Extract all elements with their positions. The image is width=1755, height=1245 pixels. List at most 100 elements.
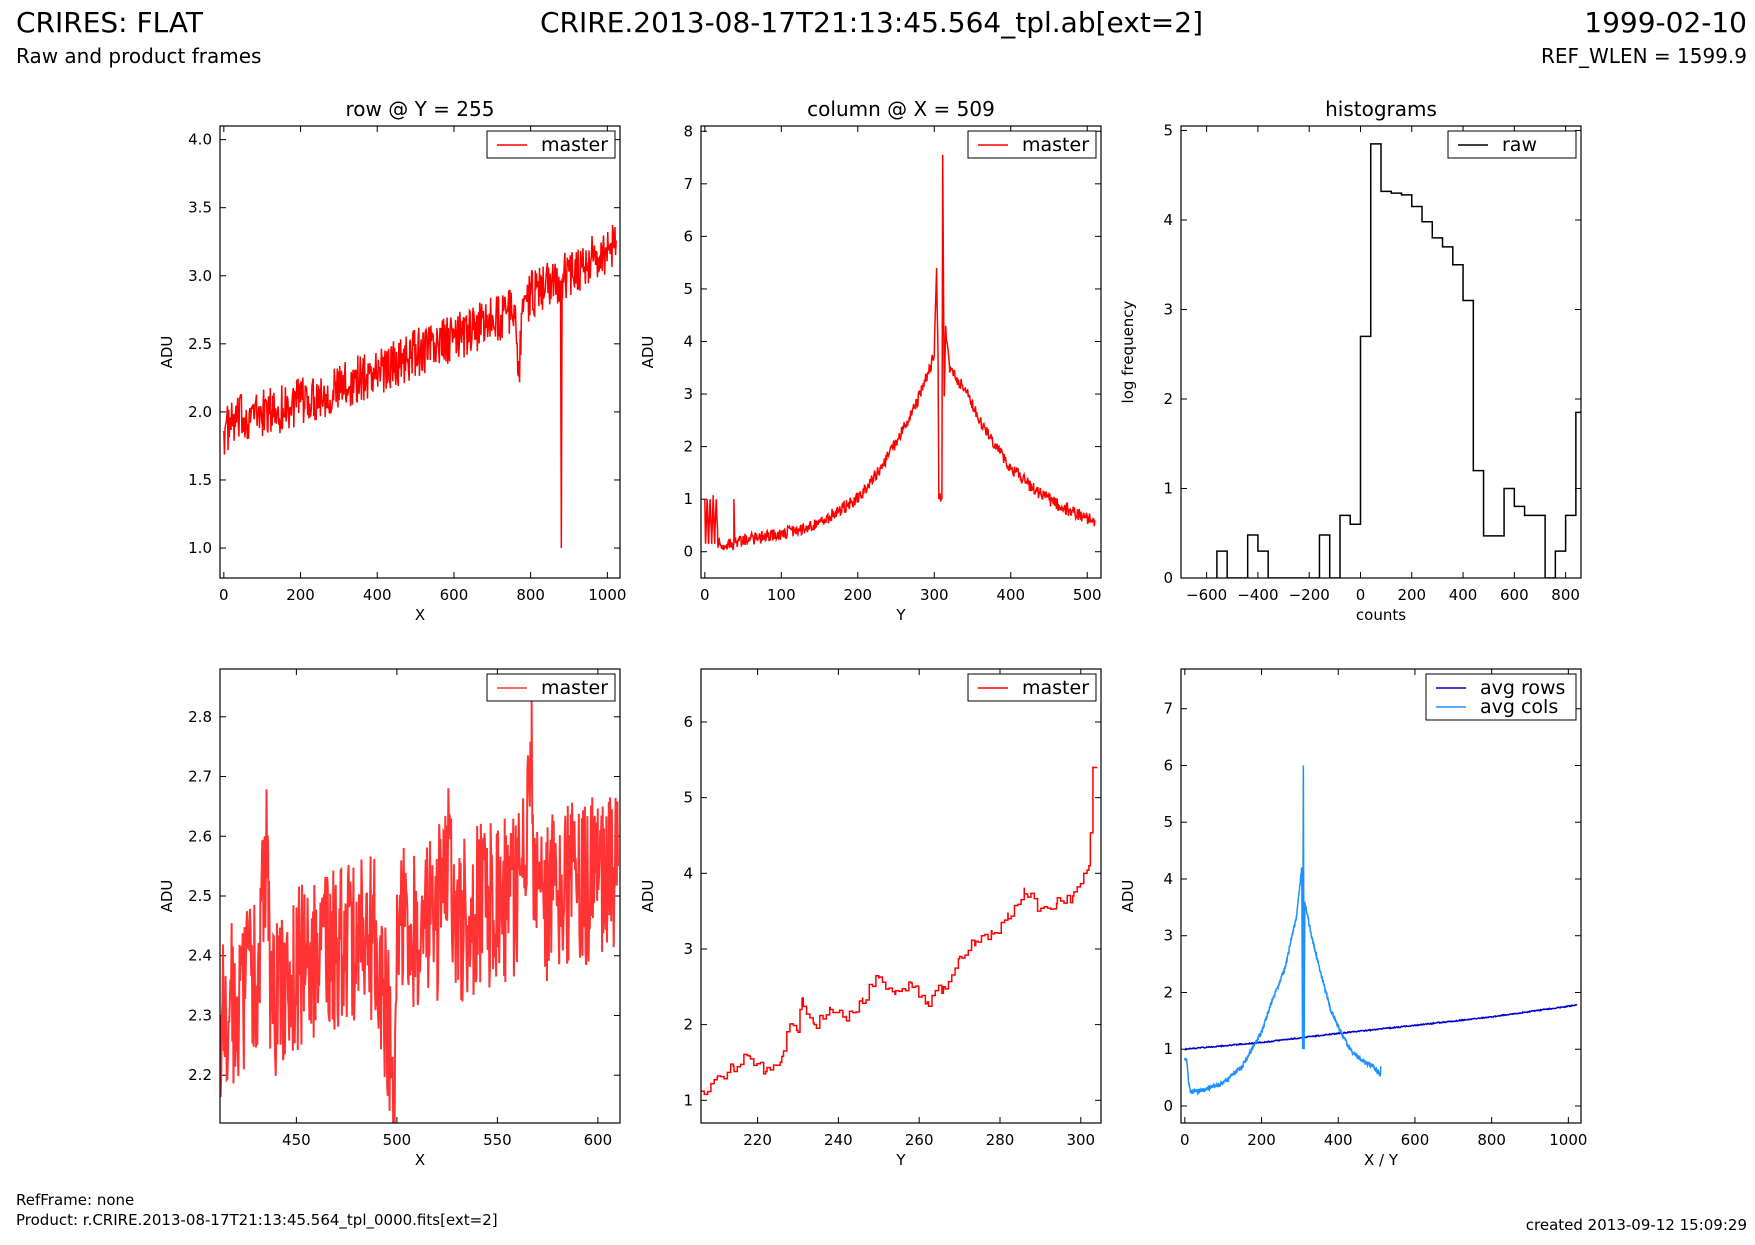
y-tick-label: 2.5	[188, 887, 212, 905]
chart-title: histograms	[1325, 97, 1437, 121]
x-tick-label: 600	[584, 1131, 613, 1149]
file-title: CRIRE.2013-08-17T21:13:45.564_tpl.ab[ext…	[540, 6, 1204, 39]
column-plot: column @ X = 509 Y ADU 0 100 200 300 400 500 0 1 2 3…	[639, 97, 1102, 624]
y-tick-label: 1	[1163, 1040, 1173, 1058]
legend: master	[486, 673, 616, 702]
y-tick-label: 4	[1163, 870, 1173, 888]
y-tick-label: 2.3	[188, 1006, 212, 1024]
y-tick-label: 1.5	[188, 471, 212, 489]
plot-area	[1184, 765, 1578, 1096]
row-zoom-plot: X ADU 450 500 550 600 2.2 2.3 2.4 2.5 2.6 2.7 2.8 mas…	[158, 668, 621, 1169]
y-axis-label: ADU	[1119, 880, 1137, 913]
legend-label: master	[541, 677, 608, 699]
x-tick-label: 200	[1247, 1131, 1276, 1149]
plot-area	[220, 700, 619, 1123]
x-tick-label: 400	[363, 586, 392, 604]
y-tick-label: 2.0	[188, 403, 212, 421]
x-tick-label: 400	[1449, 586, 1478, 604]
x-tick-label: 0	[700, 586, 710, 604]
chart-title: column @ X = 509	[807, 97, 995, 121]
x-tick-label: 800	[1477, 1131, 1506, 1149]
plot-area	[704, 154, 1096, 551]
legend-label: master	[1022, 677, 1089, 699]
y-axis-label: ADU	[158, 880, 176, 913]
y-axis-label: ADU	[158, 336, 176, 369]
axes-frame	[219, 125, 621, 579]
series-line-raw	[1216, 143, 1581, 578]
x-tick-label: 0	[1356, 586, 1366, 604]
ref-wlen-label: REF_WLEN = 1599.9	[1540, 44, 1747, 68]
y-tick-label: 6	[1163, 756, 1173, 774]
y-axis-label: ADU	[639, 880, 657, 913]
plot-area	[223, 224, 617, 549]
plot-area	[1216, 143, 1581, 578]
x-tick-label: 800	[516, 586, 545, 604]
x-tick-label: −400	[1237, 586, 1278, 604]
x-tick-label: 200	[286, 586, 315, 604]
series-line-avg-rows	[1184, 1004, 1578, 1051]
x-tick-label: 800	[1551, 586, 1580, 604]
histogram-plot: histograms counts log frequency −600 −400 −20…	[1119, 97, 1582, 624]
y-axis-label: log frequency	[1119, 300, 1137, 403]
x-tick-label: 600	[1401, 1131, 1430, 1149]
y-tick-label: 1	[683, 490, 693, 508]
x-tick-label: 1000	[588, 586, 626, 604]
y-tick-label: 0	[683, 543, 693, 561]
axes-frame	[700, 125, 1102, 579]
x-axis-label: X	[415, 606, 425, 624]
y-tick-label: 6	[683, 713, 693, 731]
axes-frame	[219, 668, 621, 1124]
x-tick-label: 220	[743, 1131, 772, 1149]
y-tick-label: 2.5	[188, 335, 212, 353]
plot-area	[701, 766, 1098, 1096]
y-tick-label: 3	[683, 940, 693, 958]
legend-label: avg rows	[1480, 677, 1565, 699]
y-tick-label: 1	[683, 1091, 693, 1109]
y-tick-label: 2.2	[188, 1066, 212, 1084]
y-tick-label: 6	[683, 227, 693, 245]
legend: master	[967, 130, 1097, 159]
y-tick-label: 3.5	[188, 199, 212, 217]
created-label: created 2013-09-12 15:09:29	[1525, 1216, 1747, 1234]
y-tick-label: 5	[1163, 813, 1173, 831]
row-plot: row @ Y = 255 X ADU 0 200 400 600 800 1000 1.0 1.5…	[158, 97, 626, 624]
legend-label: avg cols	[1480, 696, 1558, 718]
series-line-master	[220, 700, 619, 1123]
x-tick-label: 600	[1500, 586, 1529, 604]
x-tick-label: 200	[843, 586, 872, 604]
legend-label: raw	[1502, 134, 1537, 156]
x-tick-label: 550	[483, 1131, 512, 1149]
y-tick-label: 2.4	[188, 947, 212, 965]
x-tick-label: −200	[1289, 586, 1330, 604]
x-tick-label: 240	[824, 1131, 853, 1149]
legend: raw	[1447, 130, 1577, 159]
main-title: CRIRES: FLAT	[16, 6, 203, 39]
x-tick-label: 500	[1073, 586, 1102, 604]
y-tick-label: 2	[1163, 983, 1173, 1001]
x-tick-label: 500	[383, 1131, 412, 1149]
legend: master	[967, 673, 1097, 702]
column-zoom-plot: Y ADU 220 240 260 280 300 1 2 3 4 5 6 master	[639, 668, 1102, 1169]
y-tick-label: 3	[683, 385, 693, 403]
x-tick-label: 1000	[1549, 1131, 1587, 1149]
y-tick-label: 7	[683, 175, 693, 193]
y-tick-label: 4	[683, 864, 693, 882]
series-line-master	[701, 766, 1098, 1096]
y-tick-label: 2	[683, 1016, 693, 1034]
x-tick-label: 400	[1324, 1131, 1353, 1149]
y-tick-label: 5	[683, 280, 693, 298]
product-label: Product: r.CRIRE.2013-08-17T21:13:45.564…	[16, 1211, 498, 1229]
x-tick-label: 300	[920, 586, 949, 604]
y-tick-label: 4	[1163, 211, 1173, 229]
y-tick-label: 5	[683, 789, 693, 807]
y-tick-label: 0	[1163, 1097, 1173, 1115]
y-tick-label: 3	[1163, 927, 1173, 945]
y-tick-label: 2.8	[188, 708, 212, 726]
y-tick-label: 2	[683, 438, 693, 456]
x-tick-label: 200	[1397, 586, 1426, 604]
y-tick-label: 0	[1163, 569, 1173, 587]
x-tick-label: 400	[996, 586, 1025, 604]
x-axis-label: X / Y	[1364, 1151, 1399, 1169]
ref-frame-label: RefFrame: none	[16, 1191, 135, 1209]
y-tick-label: 2	[1163, 390, 1173, 408]
